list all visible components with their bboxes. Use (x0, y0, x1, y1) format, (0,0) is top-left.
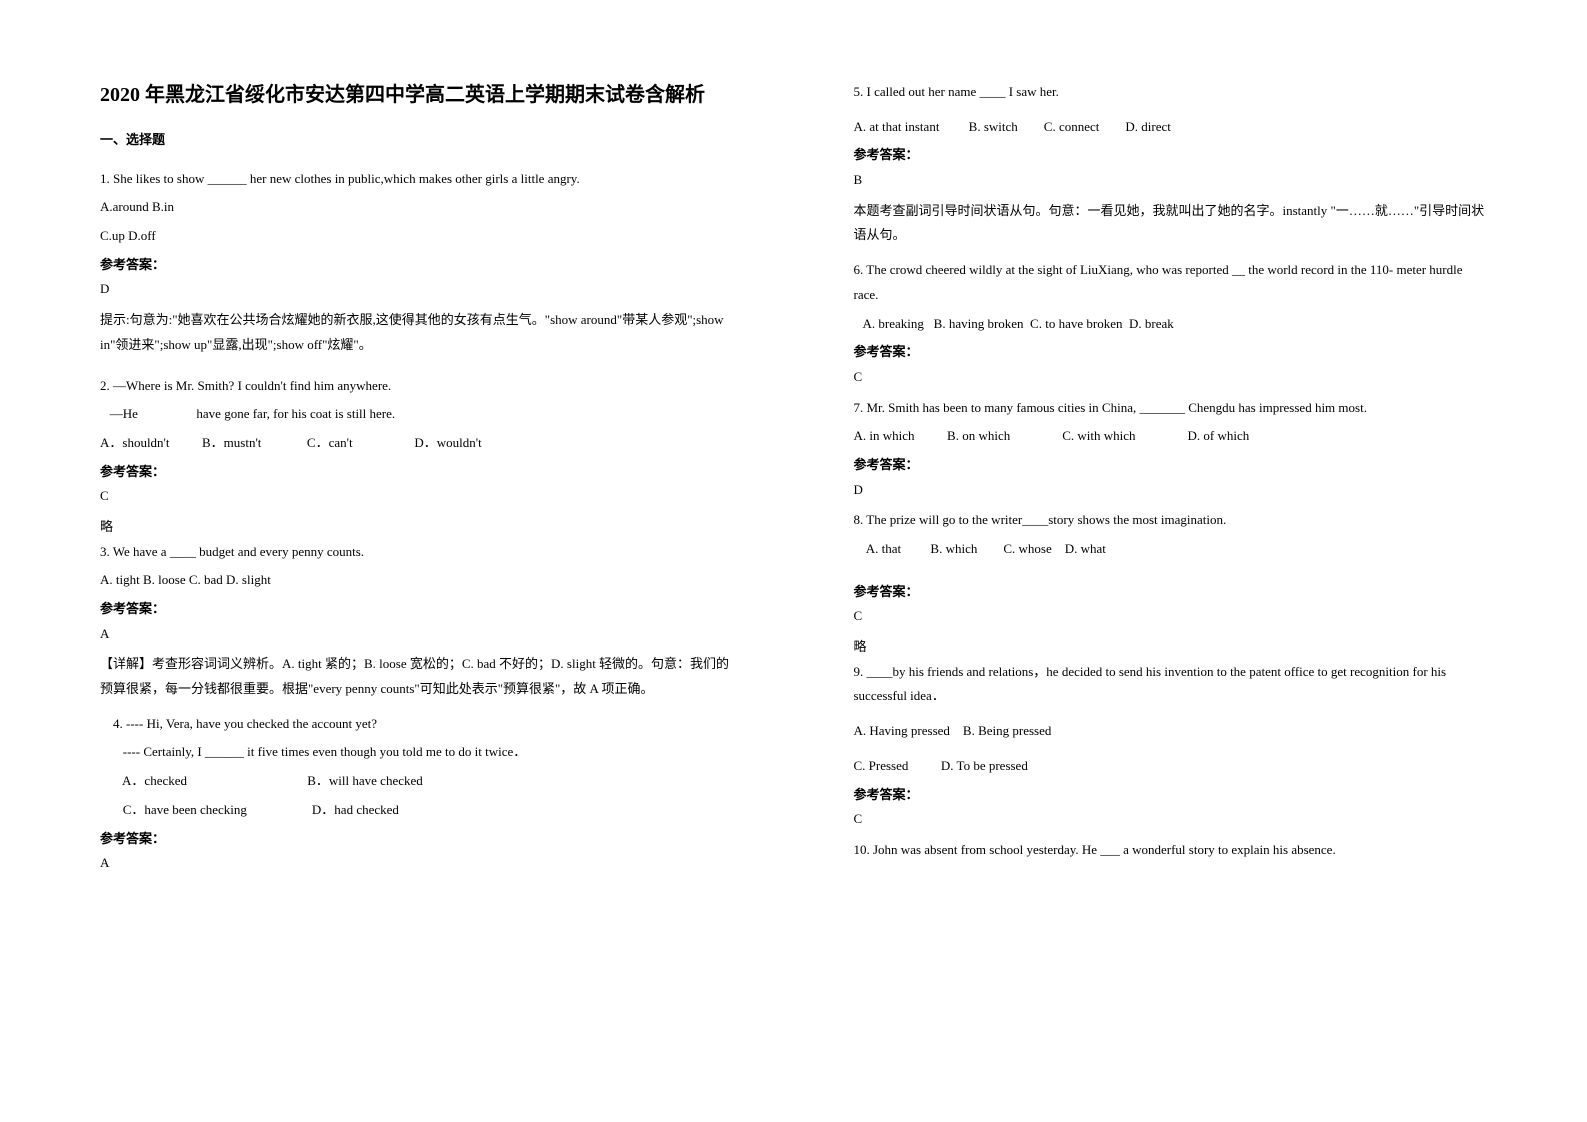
q5-answer-label: 参考答案： (854, 143, 1488, 168)
q5-explanation: 本题考查副词引导时间状语从句。句意：一看见她，我就叫出了她的名字。instant… (854, 199, 1488, 248)
q8-answer: C (854, 604, 1488, 629)
q4-answer-label: 参考答案： (100, 827, 734, 852)
q9-answer-label: 参考答案： (854, 783, 1488, 808)
q4-opts2: C．have been checking D．had checked (100, 798, 734, 823)
q8-answer-label: 参考答案： (854, 580, 1488, 605)
q6-answer: C (854, 365, 1488, 390)
q1-text: 1. She likes to show ______ her new clot… (100, 167, 734, 192)
q2-opts: A．shouldn't B．mustn't C．can't D．wouldn't (100, 431, 734, 456)
q5-answer: B (854, 168, 1488, 193)
q7-opts: A. in which B. on which C. with which D.… (854, 424, 1488, 449)
q3-text: 3. We have a ____ budget and every penny… (100, 540, 734, 565)
q1-answer-label: 参考答案： (100, 253, 734, 278)
q1-explanation: 提示:句意为:"她喜欢在公共场合炫耀她的新衣服,这使得其他的女孩有点生气。"sh… (100, 308, 734, 357)
left-column: 2020 年黑龙江省绥化市安达第四中学高二英语上学期期末试卷含解析 一、选择题 … (0, 0, 794, 1122)
q9-opts2: C. Pressed D. To be pressed (854, 754, 1488, 779)
right-column: 5. I called out her name ____ I saw her.… (794, 0, 1587, 1122)
q6-opts: A. breaking B. having broken C. to have … (854, 312, 1488, 337)
q3-answer: A (100, 622, 734, 647)
q3-answer-label: 参考答案： (100, 597, 734, 622)
q2-note: 略 (100, 515, 734, 540)
q1-answer: D (100, 277, 734, 302)
q8-text: 8. The prize will go to the writer____st… (854, 508, 1488, 533)
q9-opts1: A. Having pressed B. Being pressed (854, 719, 1488, 744)
document-title: 2020 年黑龙江省绥化市安达第四中学高二英语上学期期末试卷含解析 (100, 80, 734, 110)
q2-answer: C (100, 484, 734, 509)
q3-opts: A. tight B. loose C. bad D. slight (100, 568, 734, 593)
q4-text2: ---- Certainly, I ______ it five times e… (100, 740, 734, 765)
q4-answer: A (100, 851, 734, 876)
q8-opts: A. that B. which C. whose D. what (854, 537, 1488, 562)
q10-text: 10. John was absent from school yesterda… (854, 838, 1488, 863)
q3-explanation: 【详解】考查形容词词义辨析。A. tight 紧的；B. loose 宽松的；C… (100, 652, 734, 701)
q2-text2: —He have gone far, for his coat is still… (100, 402, 734, 427)
q9-answer: C (854, 807, 1488, 832)
q7-answer: D (854, 478, 1488, 503)
q5-opts: A. at that instant B. switch C. connect … (854, 115, 1488, 140)
section-heading: 一、选择题 (100, 128, 734, 153)
q6-text: 6. The crowd cheered wildly at the sight… (854, 258, 1488, 307)
q8-note: 略 (854, 635, 1488, 660)
q2-answer-label: 参考答案： (100, 460, 734, 485)
q4-text: 4. ---- Hi, Vera, have you checked the a… (100, 712, 734, 737)
q5-text: 5. I called out her name ____ I saw her. (854, 80, 1488, 105)
q2-text: 2. —Where is Mr. Smith? I couldn't find … (100, 374, 734, 399)
q9-text: 9. ____by his friends and relations，he d… (854, 660, 1488, 709)
q1-opts1: A.around B.in (100, 195, 734, 220)
q1-opts2: C.up D.off (100, 224, 734, 249)
q7-answer-label: 参考答案： (854, 453, 1488, 478)
q6-answer-label: 参考答案： (854, 340, 1488, 365)
q4-opts1: A．checked B．will have checked (100, 769, 734, 794)
q7-text: 7. Mr. Smith has been to many famous cit… (854, 396, 1488, 421)
